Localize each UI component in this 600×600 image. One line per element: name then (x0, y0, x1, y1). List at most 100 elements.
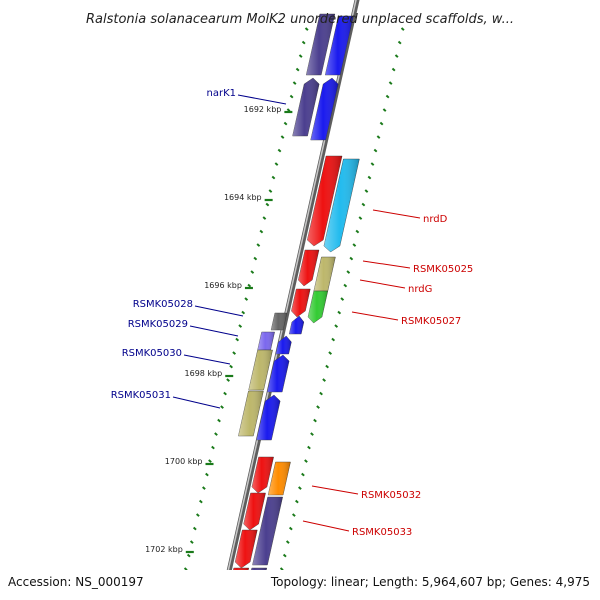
left-tick (289, 94, 294, 99)
gene-RSMK05027-shade (307, 291, 328, 323)
scale-label: 1702 kbp (145, 545, 183, 554)
gene-block-reverse-shade (256, 395, 281, 440)
gene-label-RSMK05025: RSMK05025 (413, 264, 473, 275)
left-tick (226, 378, 230, 382)
left-tick (262, 216, 267, 220)
right-tick (358, 216, 363, 220)
left-tick (265, 202, 270, 207)
right-tick (376, 135, 381, 139)
scale-labels: 1692 kbp 1694 kbp 1696 kbp 1698 kbp 1700 kbp… (145, 105, 293, 554)
gene-label-RSMK05028: RSMK05028 (133, 299, 193, 310)
gene-labels: narK1 nrdD RSMK05025 nrdG RSMK05027 RSMK05028… (111, 88, 474, 538)
gene-label-nrdD: nrdD (423, 214, 448, 225)
left-tick (199, 499, 203, 504)
left-tick (223, 391, 227, 396)
left-tick (202, 486, 206, 490)
right-tick (349, 256, 354, 261)
left-tick (280, 135, 285, 139)
right-tick (346, 270, 351, 274)
left-tick (304, 27, 309, 31)
gene-nrdD-partner-shade (307, 156, 343, 246)
right-tick (355, 229, 360, 234)
right-tick (385, 94, 390, 99)
map-title: Ralstonia solanacearum MolK2 unordered u… (86, 12, 514, 27)
right-tick (334, 324, 339, 328)
left-tick (247, 283, 252, 288)
scale-label: 1696 kbp (204, 281, 242, 290)
left-tick (217, 418, 221, 423)
gene-RSMK05032-partner-shade (268, 462, 291, 495)
left-tick (192, 526, 197, 531)
gene-label-RSMK05030: RSMK05030 (122, 348, 182, 359)
gene-RSMK05030-shade (248, 350, 273, 390)
left-tick (274, 162, 279, 166)
left-tick (271, 175, 276, 180)
left-tick (241, 310, 246, 315)
leader-nrdG (359, 279, 406, 289)
right-tick (370, 162, 375, 166)
right-tick (379, 121, 384, 126)
right-tick (367, 175, 372, 180)
right-tick (331, 337, 336, 342)
left-tick (295, 67, 300, 72)
gene-RSMK05028-shade (271, 313, 287, 330)
gene-block-reverse-shade (275, 336, 292, 354)
right-tick (364, 189, 369, 193)
gene-RSMK05031-shade (238, 391, 264, 436)
scale-label: 1692 kbp (244, 105, 282, 114)
backbone (220, 0, 360, 600)
gene-narK1-shade (292, 78, 320, 136)
right-tick (382, 108, 387, 112)
left-tick (286, 108, 291, 112)
gene-block-reverse-shade (267, 355, 290, 392)
left-tick (220, 405, 224, 409)
gene-block-reverse-shade (325, 16, 354, 75)
left-tick (183, 567, 188, 571)
right-tick (288, 526, 293, 531)
gene-label-narK1: narK1 (207, 88, 237, 99)
left-tick (277, 148, 282, 153)
gene-label-RSMK05032: RSMK05032 (361, 490, 421, 501)
gene-RSMK05025-shade (298, 250, 319, 286)
tick-marks (177, 27, 405, 598)
right-tick (298, 486, 302, 490)
left-tick (229, 364, 234, 369)
leader-RSMK05029 (189, 325, 239, 337)
left-tick (292, 81, 297, 85)
right-tick (325, 364, 330, 369)
gene-label-RSMK05027: RSMK05027 (401, 316, 461, 327)
gene-RSMK05029-shade (257, 332, 275, 350)
right-tick (328, 351, 333, 355)
gene-label-nrdG: nrdG (408, 284, 432, 295)
right-tick (307, 445, 311, 450)
gene-block-reverse-shade (306, 14, 335, 75)
gene-nrdG-shade (313, 257, 336, 291)
leader-RSMK05027 (351, 311, 399, 321)
left-tick (211, 445, 215, 450)
accession-text: Accession: NS_000197 (8, 575, 144, 589)
scale-label: 1694 kbp (224, 193, 262, 202)
left-tick (238, 324, 243, 328)
left-tick (256, 243, 261, 247)
right-tick (373, 148, 378, 153)
left-tick (298, 54, 303, 58)
left-tick (214, 432, 218, 436)
right-tick (322, 378, 326, 382)
left-tick (208, 459, 212, 463)
gene-label-RSMK05029: RSMK05029 (128, 319, 188, 330)
left-tick (259, 229, 264, 234)
right-tick (340, 297, 345, 301)
leader-nrdD (372, 209, 421, 219)
left-tick (253, 256, 258, 261)
right-tick (310, 432, 314, 436)
right-tick (343, 283, 348, 288)
right-tick (279, 567, 284, 571)
leader-narK1 (237, 94, 287, 105)
leader-RSMK05030 (183, 354, 231, 365)
leader-RSMK05033 (302, 520, 350, 532)
label-leaders (172, 94, 421, 532)
left-tick (205, 472, 209, 477)
leader-RSMK05031 (172, 396, 221, 409)
right-tick (295, 499, 299, 504)
gene-label-RSMK05033: RSMK05033 (352, 527, 412, 538)
